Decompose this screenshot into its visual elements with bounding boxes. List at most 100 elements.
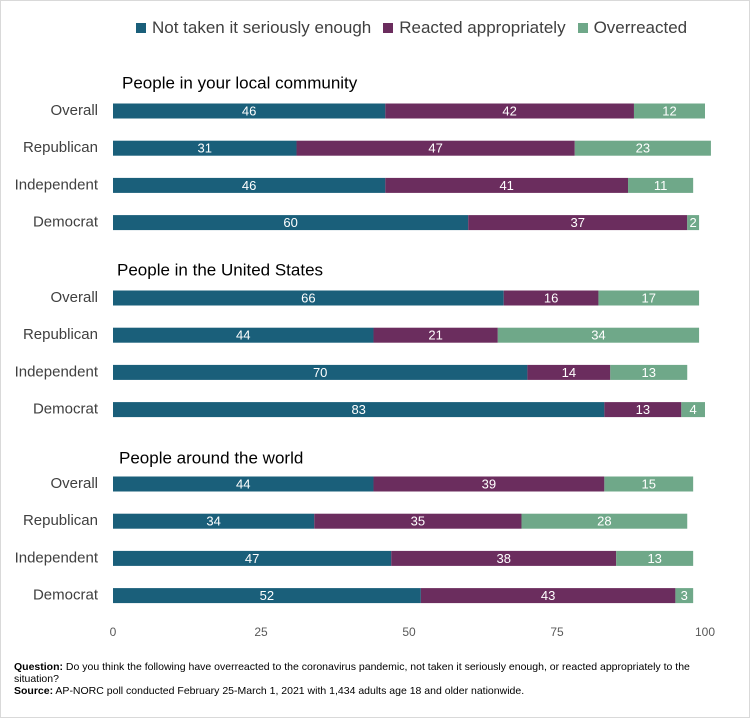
bar-segment-1-4-1	[113, 215, 469, 231]
source-label: Source:	[14, 685, 54, 697]
data-label-1-1-2: 42	[502, 103, 516, 118]
bar-segment-3-1-2	[373, 476, 605, 492]
legend-item-not-serious: Not taken it seriously enough	[136, 18, 371, 38]
x-tick-label-5: 100	[695, 625, 715, 639]
bar-segment-2-4-2	[604, 402, 682, 418]
bar-segment-1-4-3	[687, 215, 700, 231]
bar-segment-2-1-1	[113, 290, 504, 306]
row-label-2-republican: Republican	[23, 326, 98, 343]
data-label-3-1-2: 39	[482, 476, 496, 491]
bar-segment-2-2-1	[113, 327, 374, 343]
legend-label-overreacted: Overreacted	[593, 18, 688, 37]
stacked-bar-chart: People in your local community Overall 46 4…	[15, 73, 716, 639]
bar-segment-2-2-2	[373, 327, 498, 343]
bar-segment-3-2-2	[314, 513, 522, 529]
row-label-3-republican: Republican	[23, 512, 98, 529]
bar-segment-1-3-1	[113, 177, 386, 193]
row-label-3-democrat: Democrat	[33, 587, 99, 604]
data-label-1-3-3: 11	[654, 178, 668, 193]
bar-segment-1-3-3	[628, 177, 694, 193]
data-label-3-2-1: 34	[206, 514, 220, 529]
row-label-3-overall: Overall	[50, 475, 98, 492]
legend-swatch-not-serious	[136, 23, 146, 33]
bar-segment-1-2-3	[574, 140, 711, 156]
bar-segment-1-1-1	[113, 103, 386, 119]
bar-segment-3-4-2	[420, 588, 676, 604]
bar-segment-3-3-2	[391, 550, 617, 566]
data-label-2-4-1: 83	[351, 402, 365, 417]
row-label-1-independent: Independent	[15, 176, 99, 193]
group-title-2: People in the United States	[117, 260, 323, 279]
data-label-2-3-1: 70	[313, 365, 327, 380]
data-label-1-3-1: 46	[242, 178, 256, 193]
legend-swatch-appropriate	[383, 23, 394, 33]
x-tick-label-4: 75	[550, 625, 564, 639]
data-label-1-1-3: 12	[662, 103, 676, 118]
data-label-2-1-2: 16	[544, 290, 558, 305]
bar-segment-2-4-1	[113, 402, 605, 418]
legend: Not taken it seriously enough Reacted ap…	[136, 16, 699, 40]
row-label-2-democrat: Democrat	[33, 401, 99, 418]
x-tick-label-3: 50	[402, 625, 416, 639]
data-label-2-1-3: 17	[642, 290, 656, 305]
data-label-2-2-3: 34	[591, 328, 605, 343]
bar-segment-3-1-3	[604, 476, 694, 492]
data-label-3-2-3: 28	[597, 514, 611, 529]
footnote-question: Question: Do you think the following hav…	[14, 661, 734, 685]
row-label-1-democrat: Democrat	[33, 214, 99, 231]
data-label-3-1-3: 15	[642, 476, 656, 491]
data-label-1-2-3: 23	[636, 141, 650, 156]
x-tick-label-2: 25	[254, 625, 268, 639]
data-label-1-4-1: 60	[283, 215, 297, 230]
data-label-3-2-2: 35	[411, 514, 425, 529]
bar-segment-2-1-2	[503, 290, 599, 306]
bar-segment-3-4-3	[675, 588, 694, 604]
bar-segment-2-3-3	[610, 364, 688, 380]
bar-segment-3-3-3	[616, 550, 694, 566]
data-label-2-2-2: 21	[428, 328, 442, 343]
bar-segment-2-3-2	[527, 364, 611, 380]
bar-segment-3-2-1	[113, 513, 315, 529]
x-tick-label-1: 0	[110, 625, 117, 639]
group-title-1: People in your local community	[122, 73, 358, 92]
data-label-3-4-1: 52	[260, 588, 274, 603]
data-label-2-2-1: 44	[236, 328, 250, 343]
question-label: Question:	[14, 661, 63, 673]
row-label-1-overall: Overall	[50, 102, 98, 119]
data-label-1-2-1: 31	[198, 141, 212, 156]
data-label-2-3-2: 14	[562, 365, 576, 380]
data-label-3-4-2: 43	[541, 588, 555, 603]
data-label-1-2-2: 47	[428, 141, 442, 156]
row-label-2-independent: Independent	[15, 363, 99, 380]
data-label-3-1-1: 44	[236, 476, 250, 491]
legend-swatch-overreacted	[577, 23, 588, 33]
footnote: Question: Do you think the following hav…	[14, 661, 734, 697]
bar-segment-2-1-3	[598, 290, 700, 306]
question-text: Do you think the following have overreac…	[14, 661, 690, 685]
data-label-1-4-2: 37	[570, 215, 584, 230]
row-label-3-independent: Independent	[15, 549, 99, 566]
legend-item-appropriate: Reacted appropriately	[383, 18, 566, 38]
legend-label-not-serious: Not taken it seriously enough	[152, 18, 372, 37]
legend-label-appropriate: Reacted appropriately	[399, 18, 566, 37]
row-label-1-republican: Republican	[23, 139, 98, 156]
bar-segment-1-2-2	[296, 140, 575, 156]
bar-segment-3-3-1	[113, 550, 392, 566]
group-title-3: People around the world	[119, 448, 303, 467]
bar-segment-3-2-3	[521, 513, 688, 529]
bar-segment-1-2-1	[113, 140, 297, 156]
data-label-3-4-3: 3	[681, 588, 688, 603]
bar-segment-3-4-1	[113, 588, 421, 604]
bar-segment-1-1-2	[385, 103, 634, 119]
data-label-2-1-1: 66	[301, 290, 315, 305]
bar-segment-2-2-3	[497, 327, 700, 343]
bar-segment-1-1-3	[633, 103, 705, 119]
data-label-2-3-3: 13	[642, 365, 656, 380]
bar-segment-1-4-2	[468, 215, 688, 231]
data-label-1-4-3: 2	[690, 215, 697, 230]
bar-segment-2-3-1	[113, 364, 528, 380]
data-label-1-1-1: 46	[242, 103, 256, 118]
bar-segment-2-4-3	[681, 402, 705, 418]
data-label-3-3-3: 13	[647, 551, 661, 566]
